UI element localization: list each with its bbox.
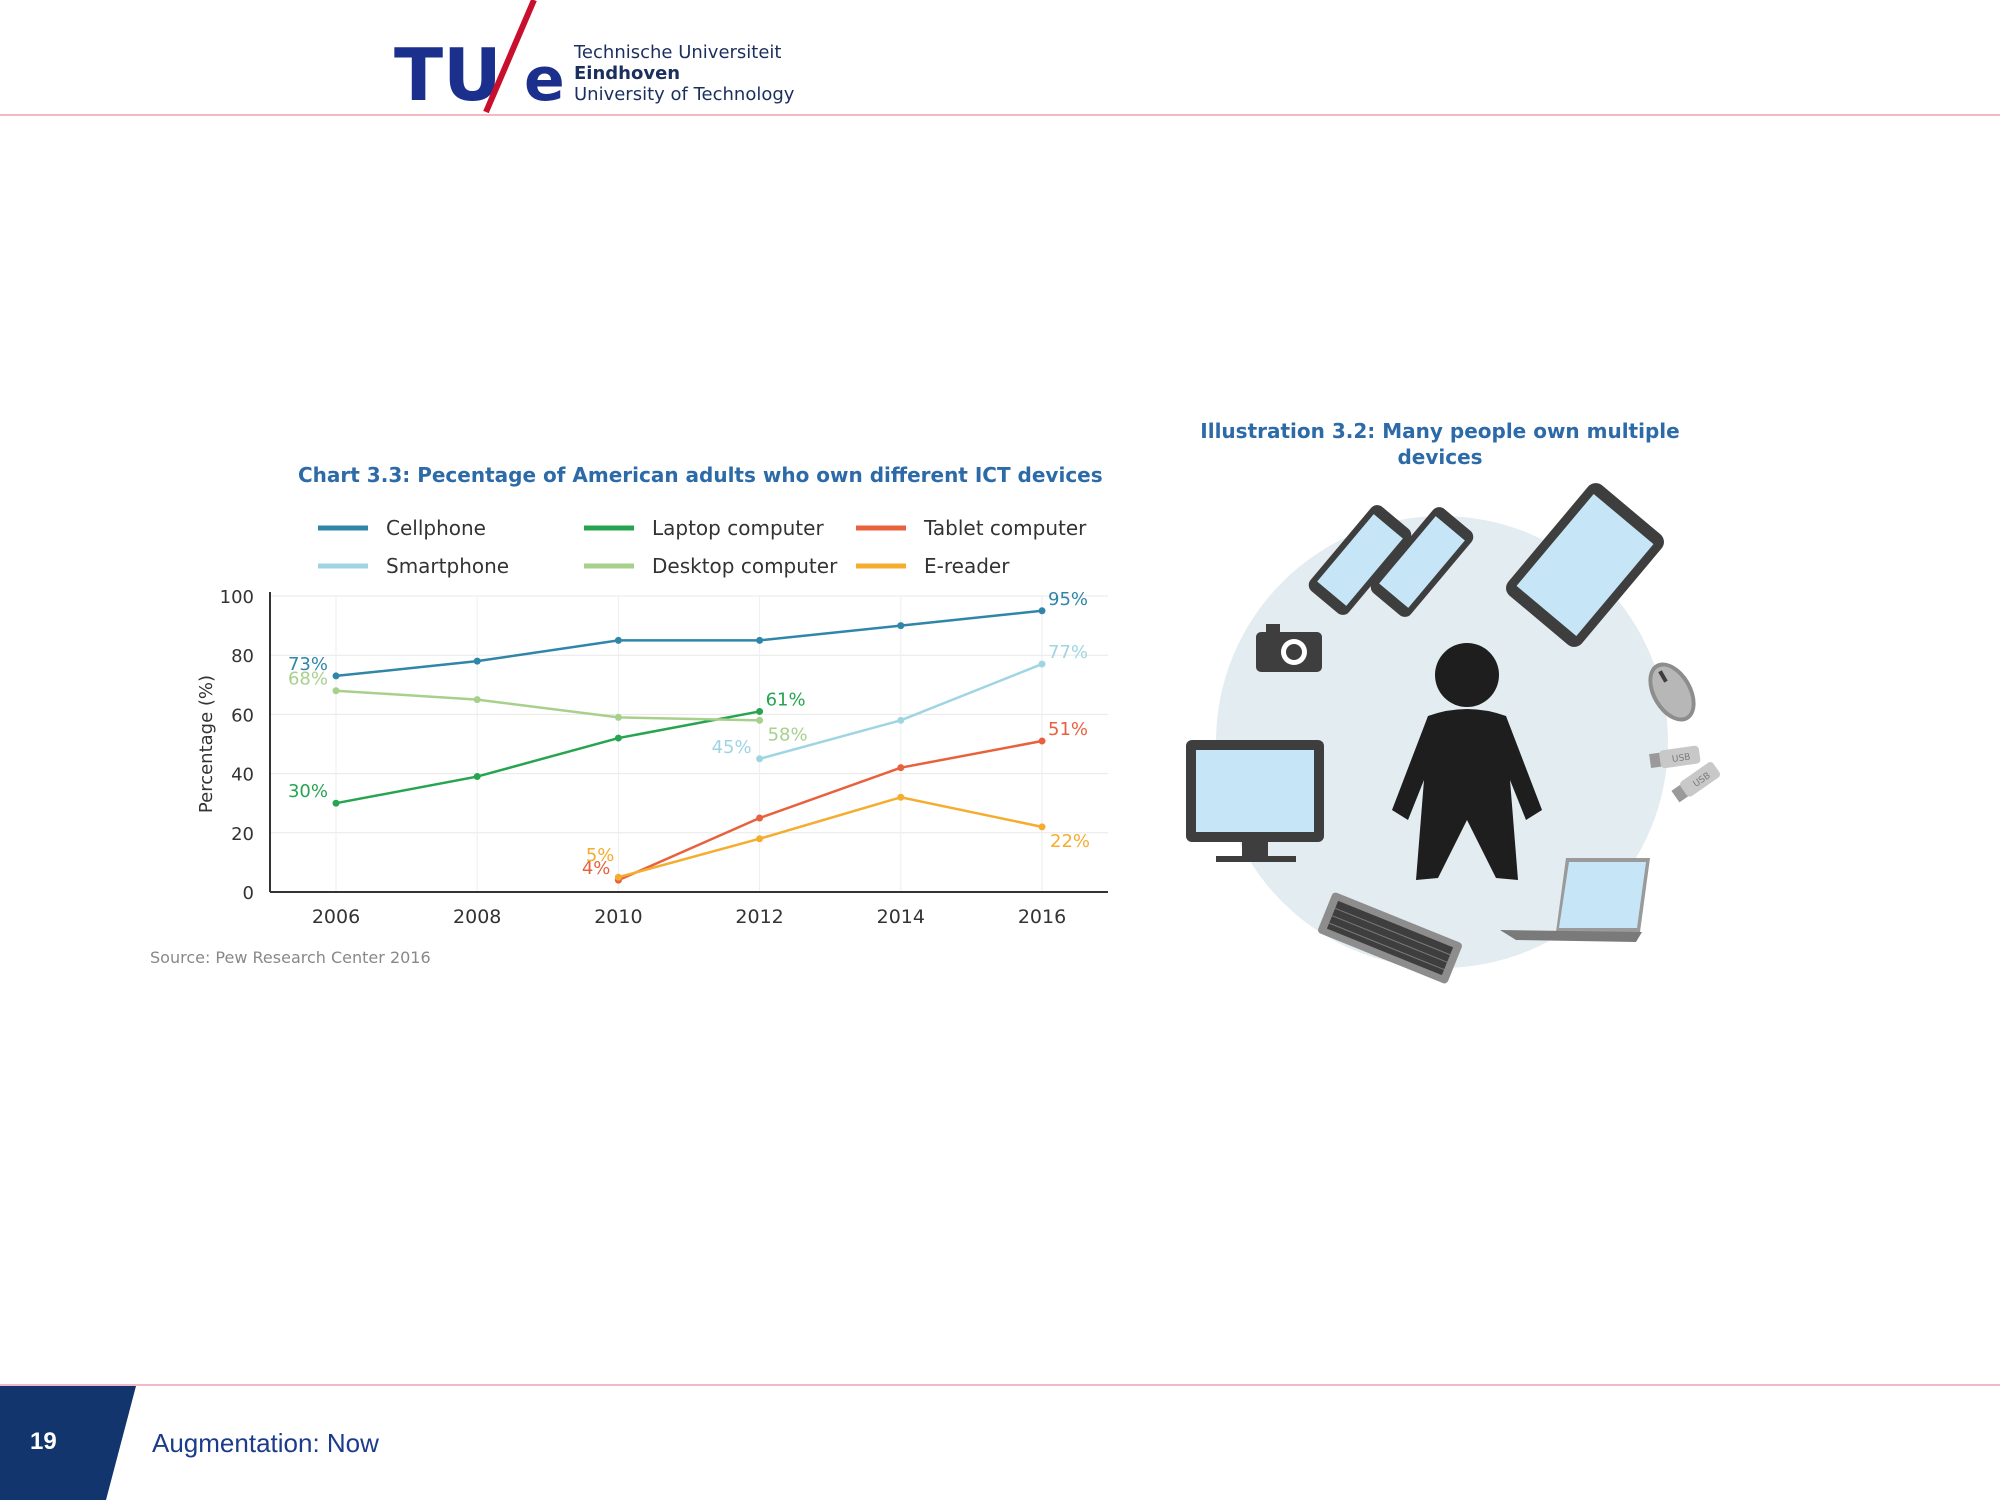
university-line-2: Eindhoven xyxy=(574,63,681,84)
tue-logo: TU e xyxy=(394,0,564,117)
data-point xyxy=(756,814,764,822)
logo-slash xyxy=(483,0,537,114)
legend-label: Smartphone xyxy=(386,554,509,578)
legend-label: E-reader xyxy=(924,554,1010,578)
data-point xyxy=(614,636,622,644)
y-tick-label: 100 xyxy=(220,587,254,608)
usb-stick-icon: USB xyxy=(1671,762,1720,803)
chart-source: Source: Pew Research Center 2016 xyxy=(150,948,431,967)
series-line xyxy=(618,795,1043,879)
slide-number: 19 xyxy=(30,1428,57,1455)
camera-icon xyxy=(1256,624,1322,672)
data-point xyxy=(473,657,481,665)
data-point xyxy=(614,713,622,721)
y-tick-label: 0 xyxy=(243,883,254,904)
university-line-1: Technische Universiteit xyxy=(574,42,782,63)
y-tick-label: 40 xyxy=(231,765,254,786)
data-label: 30% xyxy=(288,781,328,802)
data-label: 95% xyxy=(1048,589,1088,610)
data-point xyxy=(614,734,622,742)
tablet-icon xyxy=(1506,483,1664,647)
y-tick-label: 20 xyxy=(231,824,254,845)
usb-label: USB xyxy=(1671,753,1691,765)
data-point xyxy=(473,696,481,704)
person-icon xyxy=(1392,643,1542,880)
logo-e-text: e xyxy=(524,45,564,115)
keyboard-icon xyxy=(1318,892,1462,984)
legend-label: Cellphone xyxy=(386,516,486,540)
mouse-icon xyxy=(1648,662,1696,722)
devices-illustration: USB USB xyxy=(1186,483,1720,984)
illustration-title: Illustration 3.2: Many people own multip… xyxy=(1200,419,1680,469)
data-label: 5% xyxy=(586,845,615,866)
y-tick-label: 60 xyxy=(231,705,254,726)
data-label: 51% xyxy=(1048,719,1088,740)
series-line xyxy=(335,689,760,722)
data-point xyxy=(756,716,764,724)
x-tick-label: 2006 xyxy=(312,906,360,928)
slide-title: Augmentation: Now xyxy=(152,1428,379,1458)
data-point xyxy=(897,716,905,724)
header-divider xyxy=(0,114,2000,116)
data-point xyxy=(1038,823,1046,831)
data-point xyxy=(897,793,905,801)
x-tick-label: 2010 xyxy=(594,906,642,928)
data-point xyxy=(1038,660,1046,668)
chart-title: Chart 3.3: Pecentage of American adults … xyxy=(298,463,1103,487)
series-line xyxy=(335,609,1043,678)
data-label: 77% xyxy=(1048,642,1088,663)
monitor-icon xyxy=(1186,740,1324,862)
data-point xyxy=(473,773,481,781)
data-point xyxy=(332,799,340,807)
data-point xyxy=(756,835,764,843)
series-line xyxy=(617,739,1043,882)
data-point xyxy=(897,764,905,772)
smartphone-icon xyxy=(1370,507,1474,617)
data-label: 61% xyxy=(766,689,806,710)
data-label: 73% xyxy=(288,654,328,675)
x-tick-label: 2016 xyxy=(1018,906,1066,928)
usb-stick-icon: USB xyxy=(1649,745,1701,769)
data-point xyxy=(332,672,340,680)
data-point xyxy=(756,707,764,715)
data-label: 68% xyxy=(288,669,328,690)
university-name: Technische Universiteit Eindhoven Univer… xyxy=(574,42,794,105)
data-point xyxy=(1038,737,1046,745)
university-line-3: University of Technology xyxy=(574,84,795,105)
y-tick-label: 80 xyxy=(231,646,254,667)
data-point xyxy=(614,873,622,881)
legend-label: Laptop computer xyxy=(652,516,824,540)
x-tick-label: 2008 xyxy=(453,906,501,928)
data-point xyxy=(332,687,340,695)
smartphone-icon xyxy=(1308,505,1412,615)
data-label: 58% xyxy=(768,724,808,745)
data-label: 4% xyxy=(582,858,611,879)
x-tick-label: 2014 xyxy=(877,906,925,928)
data-point xyxy=(1038,607,1046,615)
laptop-icon xyxy=(1500,858,1650,942)
data-point xyxy=(897,622,905,630)
data-point xyxy=(756,636,764,644)
legend-label: Tablet computer xyxy=(923,516,1087,540)
logo-tu-text: TU xyxy=(394,33,502,117)
data-point xyxy=(756,755,764,763)
data-label: 22% xyxy=(1050,831,1090,852)
y-axis-label: Percentage (%) xyxy=(196,675,217,813)
data-label: 45% xyxy=(712,737,752,758)
series-line xyxy=(335,710,760,805)
legend-label: Desktop computer xyxy=(652,554,838,578)
x-tick-label: 2012 xyxy=(735,906,783,928)
footer-divider xyxy=(0,1384,2000,1386)
slide-number-badge xyxy=(0,1386,136,1500)
